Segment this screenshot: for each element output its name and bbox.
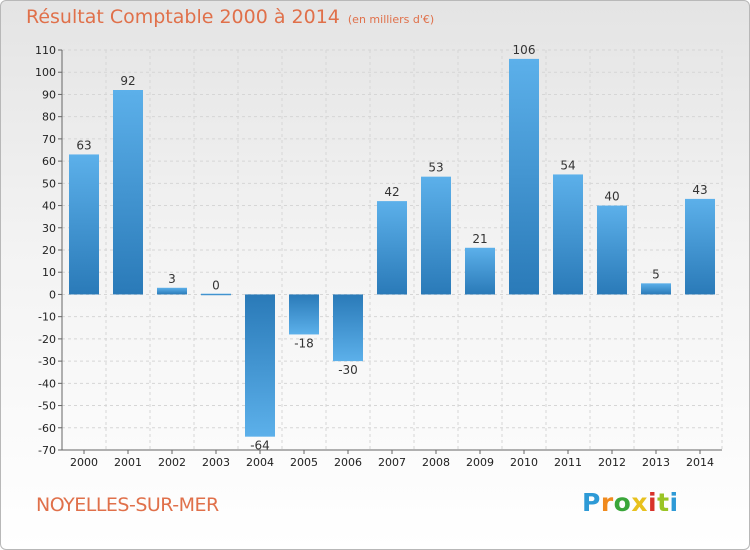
bar-2012 [597, 205, 627, 295]
y-tick-label: -40 [38, 377, 56, 390]
chart-title-text: Résultat Comptable 2000 à 2014 [26, 6, 340, 28]
x-tick-label: 2012 [598, 456, 626, 469]
y-tick-label: 40 [42, 200, 56, 213]
data-label: 43 [692, 183, 707, 197]
bar-2007 [377, 201, 407, 295]
place-name: NOYELLES-SUR-MER [36, 494, 219, 516]
bar-2011 [553, 174, 583, 295]
y-tick-label: -50 [38, 400, 56, 413]
bar-2005 [289, 294, 319, 335]
data-label: 54 [560, 158, 575, 172]
data-label: 92 [120, 74, 135, 88]
x-tick-label: 2003 [202, 456, 230, 469]
data-label: 3 [168, 272, 176, 286]
bar-2013 [641, 283, 671, 295]
brand-letter: x [631, 488, 648, 517]
data-label: 5 [652, 267, 660, 281]
y-tick-label: 90 [42, 88, 56, 101]
x-tick-label: 2001 [114, 456, 142, 469]
x-tick-label: 2011 [554, 456, 582, 469]
data-label: 42 [384, 185, 399, 199]
bar-2004 [245, 294, 275, 437]
data-label: 53 [428, 161, 443, 175]
bar-2001 [113, 90, 143, 295]
y-tick-label: -30 [38, 355, 56, 368]
data-label: 21 [472, 232, 487, 246]
y-tick-label: 80 [42, 111, 56, 124]
data-label: -30 [338, 363, 358, 377]
chart-subtitle: (en milliers d'€) [347, 13, 435, 26]
x-tick-label: 2010 [510, 456, 538, 469]
brand-letter: o [613, 488, 632, 517]
x-tick-label: 2007 [378, 456, 406, 469]
y-tick-label: 30 [42, 222, 56, 235]
x-tick-label: 2014 [686, 456, 714, 469]
y-tick-label: 60 [42, 155, 56, 168]
y-tick-label: 50 [42, 177, 56, 190]
data-label: -64 [250, 439, 270, 453]
y-tick-label: 20 [42, 244, 56, 257]
data-label: 0 [212, 278, 220, 292]
data-label: 40 [604, 190, 619, 204]
brand-letter: i [669, 488, 679, 517]
brand-letter: P [582, 488, 601, 517]
y-tick-label: 110 [35, 44, 56, 57]
bar-2010 [509, 58, 539, 295]
x-tick-label: 2008 [422, 456, 450, 469]
y-tick-label: -20 [38, 333, 56, 346]
x-tick-label: 2009 [466, 456, 494, 469]
axes [58, 49, 722, 454]
data-label: 63 [76, 138, 91, 152]
bars [69, 58, 715, 437]
bar-2002 [157, 287, 187, 295]
y-tick-label: 100 [35, 66, 56, 79]
x-tick-label: 2006 [334, 456, 362, 469]
bar-2006 [333, 294, 363, 362]
y-tick-label: -60 [38, 422, 56, 435]
y-tick-label: -10 [38, 311, 56, 324]
bar-2014 [685, 198, 715, 295]
y-tick-label: 70 [42, 133, 56, 146]
x-tick-label: 2002 [158, 456, 186, 469]
bar-2008 [421, 176, 451, 295]
brand-letter: r [600, 488, 614, 517]
y-tick-label: 0 [49, 288, 56, 301]
brand-letter: i [648, 488, 658, 517]
y-tick-label: -70 [38, 444, 56, 457]
bar-2003 [201, 293, 231, 296]
x-tick-label: 2013 [642, 456, 670, 469]
chart-title: Résultat Comptable 2000 à 2014 (en millie… [26, 6, 434, 28]
bar-2000 [69, 154, 99, 295]
data-label: 106 [513, 43, 536, 57]
brand-logo: Proxiti [582, 488, 679, 517]
labels: 1101009080706050403020100-10-20-30-40-50… [35, 43, 714, 469]
data-label: -18 [294, 336, 314, 350]
bar-2009 [465, 247, 495, 295]
brand-letter: t [657, 488, 670, 517]
x-tick-label: 2000 [70, 456, 98, 469]
x-tick-label: 2005 [290, 456, 318, 469]
y-tick-label: 10 [42, 266, 56, 279]
x-tick-label: 2004 [246, 456, 274, 469]
